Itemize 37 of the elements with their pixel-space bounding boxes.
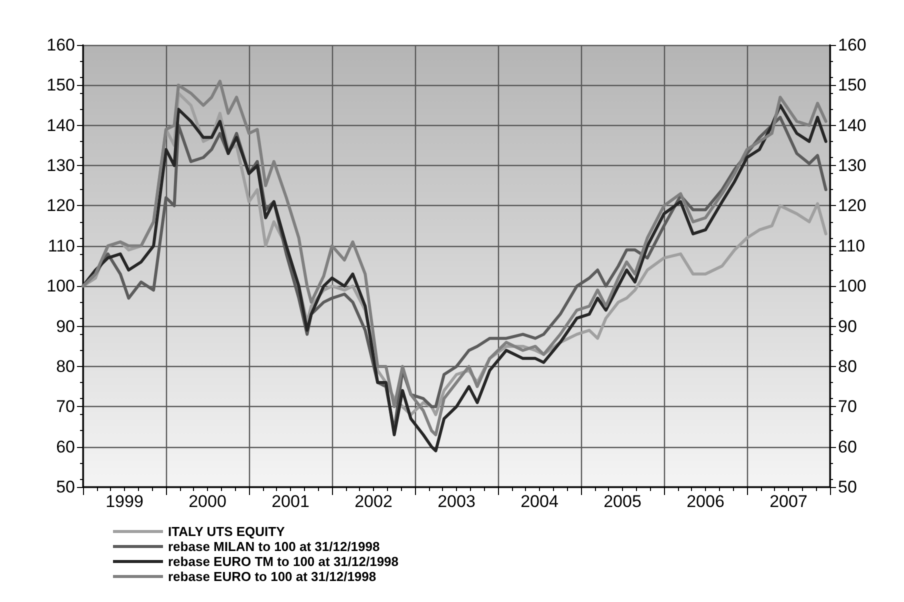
- x-tick-label: 2004: [520, 492, 558, 511]
- y-tick-label: 140: [46, 116, 75, 135]
- y2-tick-label: 120: [838, 196, 866, 216]
- y2-tick-label: 80: [838, 356, 857, 376]
- legend-label: ITALY UTS EQUITY: [168, 524, 286, 539]
- y-tick-label: 50: [56, 478, 75, 496]
- y-tick-label: 60: [56, 437, 75, 456]
- x-tick-label: 2000: [188, 492, 226, 511]
- y-tick-label: 110: [48, 236, 75, 256]
- y-tick-label: 100: [46, 276, 75, 296]
- y-tick-label: 130: [46, 156, 75, 176]
- x-tick-label: 1999: [106, 492, 144, 511]
- y2-tick-label: 110: [838, 236, 866, 256]
- x-tick-label: 2007: [770, 492, 808, 511]
- y-tick-label: 90: [56, 316, 75, 336]
- y2-tick-label: 100: [838, 276, 866, 296]
- legend-label: rebase EURO to 100 at 31/12/1998: [168, 569, 376, 584]
- y-tick-label: 80: [56, 356, 75, 376]
- y2-tick-label: 60: [838, 437, 857, 456]
- x-tick-label: 2003: [438, 492, 476, 511]
- y-tick-label: 120: [46, 196, 75, 216]
- y2-tick-label: 140: [838, 116, 866, 135]
- legend-label: rebase MILAN to 100 at 31/12/1998: [168, 539, 380, 554]
- x-tick-label: 2005: [604, 492, 642, 511]
- legend-label: rebase EURO TM to 100 at 31/12/1998: [168, 554, 399, 569]
- y2-tick-label: 150: [838, 76, 866, 95]
- x-tick-label: 2006: [686, 492, 724, 511]
- y-tick-label: 150: [46, 76, 75, 95]
- y2-tick-label: 90: [838, 316, 857, 336]
- y2-tick-label: 160: [838, 36, 866, 54]
- y2-tick-label: 70: [838, 397, 857, 416]
- x-tick-label: 2002: [354, 492, 392, 511]
- x-tick-label: 2001: [272, 492, 310, 511]
- y2-tick-label: 130: [838, 156, 866, 176]
- y2-tick-label: 50: [838, 478, 857, 496]
- y-tick-label: 70: [56, 397, 75, 416]
- y-tick-label: 160: [46, 36, 75, 54]
